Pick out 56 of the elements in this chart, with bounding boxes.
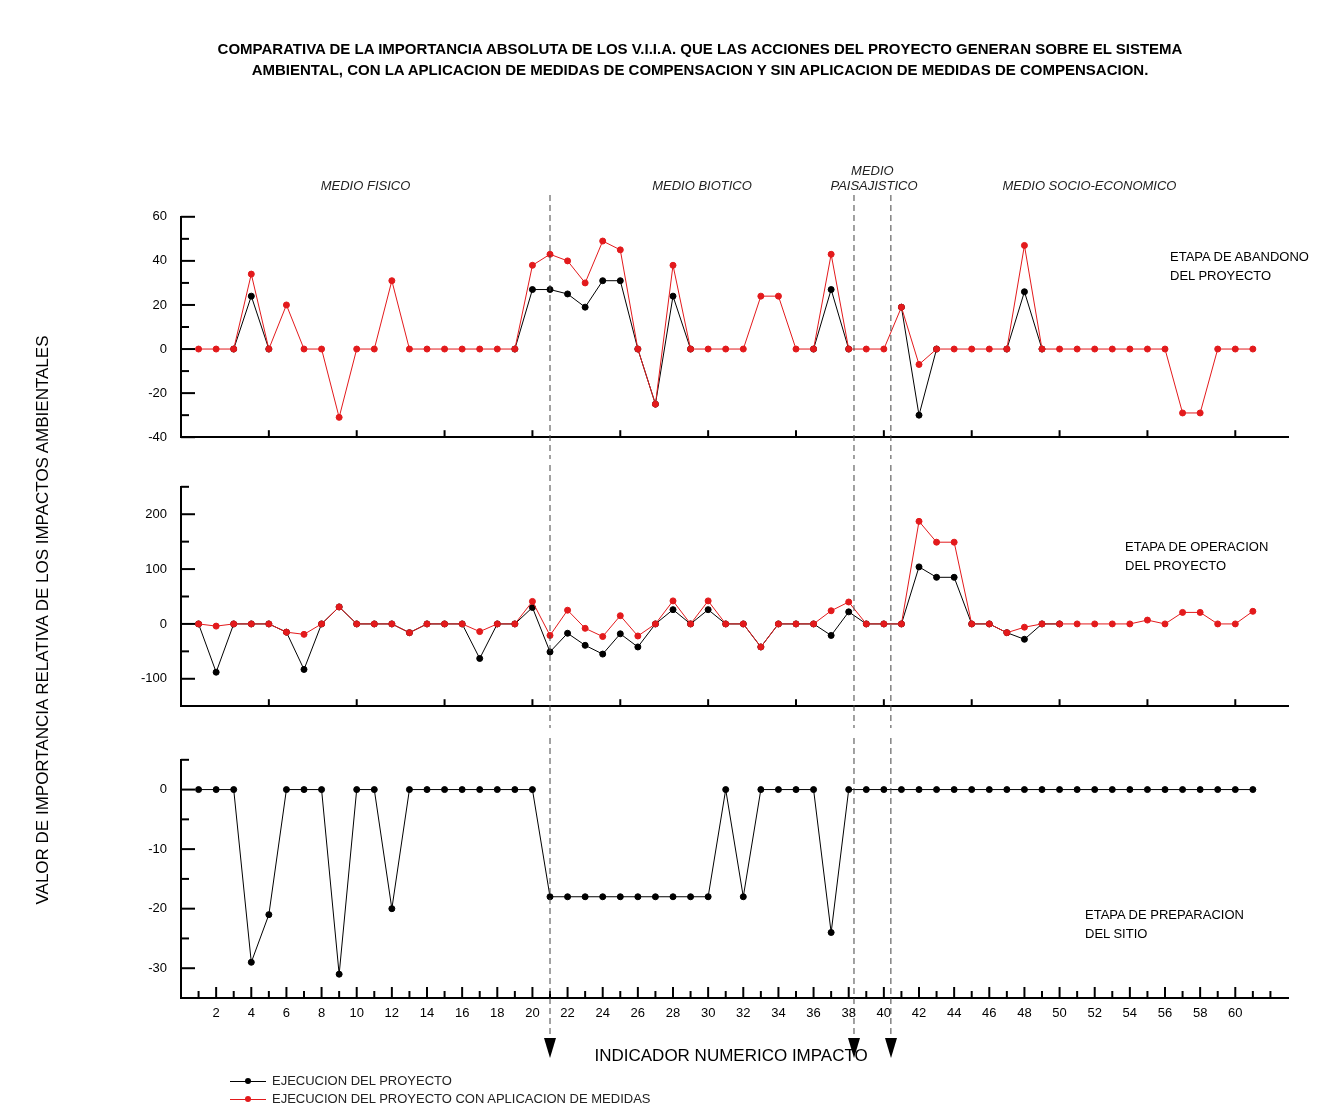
x-axis-title: INDICADOR NUMERICO IMPACTO [594,1046,868,1066]
x-tick-label: 18 [490,1005,505,1021]
y-tick-label: 200 [145,505,167,521]
x-tick-label: 50 [1052,1005,1067,1021]
y-tick-label: 0 [159,781,167,797]
x-tick-label: 12 [384,1005,400,1021]
legend-label: EJECUCION DEL PROYECTO [272,1072,452,1090]
x-tick-label: 54 [1122,1005,1138,1021]
y-tick-label: 0 [159,340,167,356]
legend-label: EJECUCION DEL PROYECTO CON APLICACION DE MEDIDAS [272,1090,651,1108]
y-tick-label: -100 [140,670,167,686]
x-tick-label: 38 [841,1005,856,1021]
x-tick-label: 52 [1087,1005,1102,1021]
x-tick-label: 10 [349,1005,364,1021]
x-tick-label: 8 [317,1005,326,1021]
y-tick-label: 0 [159,615,167,631]
y-tick-label: 20 [152,296,167,312]
x-tick-label: 58 [1192,1005,1208,1021]
x-tick-label: 36 [806,1005,821,1021]
y-tick-label: -10 [148,840,167,856]
x-tick-label: 40 [876,1005,892,1021]
x-tick-label: 24 [595,1005,610,1021]
x-tick-label: 4 [247,1005,255,1021]
x-tick-label: 30 [700,1005,716,1021]
y-tick-label: -30 [148,959,167,975]
chart-title: COMPARATIVA DE LA IMPORTANCIA ABSOLUTA DE LOS V.I.I.A. QUE LAS ACCIONES DEL PROYECTO GENERAN SOBRE EL SISTEMA AMBIENTAL, CON LA APLICACION DE MEDIDAS DE COMPENSACION Y SIN APLICACION DE MEDIDAS DE COMPENSACION. [216,39,1184,80]
y-tick-label: -20 [148,384,167,400]
text: ETAPA DE PREPARACION DEL SITIO [1085,906,1245,943]
x-tick-label: 60 [1228,1005,1243,1021]
y-tick-label: 40 [152,252,167,268]
x-tick-label: 34 [771,1005,786,1021]
x-tick-label: 48 [1017,1005,1032,1021]
text: MEDIO PAISAJISTICO [830,163,918,193]
text: ETAPA DE OPERACION DEL PROYECTO [1125,538,1270,575]
x-tick-label: 42 [911,1005,927,1021]
x-tick-label: 46 [982,1005,997,1021]
text: MEDIO FISICO [319,178,412,193]
y-tick-label: -20 [148,900,167,916]
x-tick-label: 26 [630,1005,646,1021]
x-tick-label: 6 [282,1005,291,1021]
x-tick-label: 56 [1157,1005,1173,1021]
x-tick-label: 20 [525,1005,540,1021]
x-tick-label: 44 [946,1005,962,1021]
x-tick-label: 14 [419,1005,435,1021]
y-tick-label: 60 [152,208,167,224]
y-tick-label: 100 [145,560,167,576]
text: MEDIO SOCIO-ECONOMICO [1002,178,1177,193]
x-tick-label: 28 [665,1005,681,1021]
y-axis-title: VALOR DE IMPORTANCIA RELATIVA DE LOS IMPACTOS AMBIENTALES [32,335,52,905]
x-tick-label: 22 [560,1005,575,1021]
x-tick-label: 16 [454,1005,470,1021]
x-tick-label: 2 [212,1005,220,1021]
y-tick-label: -40 [148,428,167,444]
text: ETAPA DE ABANDONO DEL PROYECTO [1170,248,1310,285]
text: MEDIO BIOTICO [652,178,752,193]
x-tick-label: 32 [736,1005,751,1021]
